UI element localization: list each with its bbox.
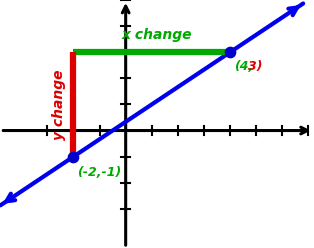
Text: y change: y change (52, 69, 66, 140)
Text: (-2,-1): (-2,-1) (77, 166, 122, 179)
Text: (4,: (4, (234, 60, 253, 73)
Text: 3): 3) (248, 60, 263, 73)
Point (228, 50, 233, 54)
Text: x change: x change (122, 28, 192, 42)
Point (71, 155, 76, 159)
